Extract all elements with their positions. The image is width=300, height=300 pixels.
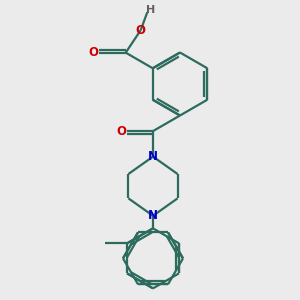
Text: H: H (146, 5, 155, 15)
Text: O: O (116, 124, 126, 138)
Text: O: O (136, 24, 146, 37)
Text: O: O (88, 46, 98, 59)
Text: N: N (148, 209, 158, 222)
Text: N: N (148, 150, 158, 163)
